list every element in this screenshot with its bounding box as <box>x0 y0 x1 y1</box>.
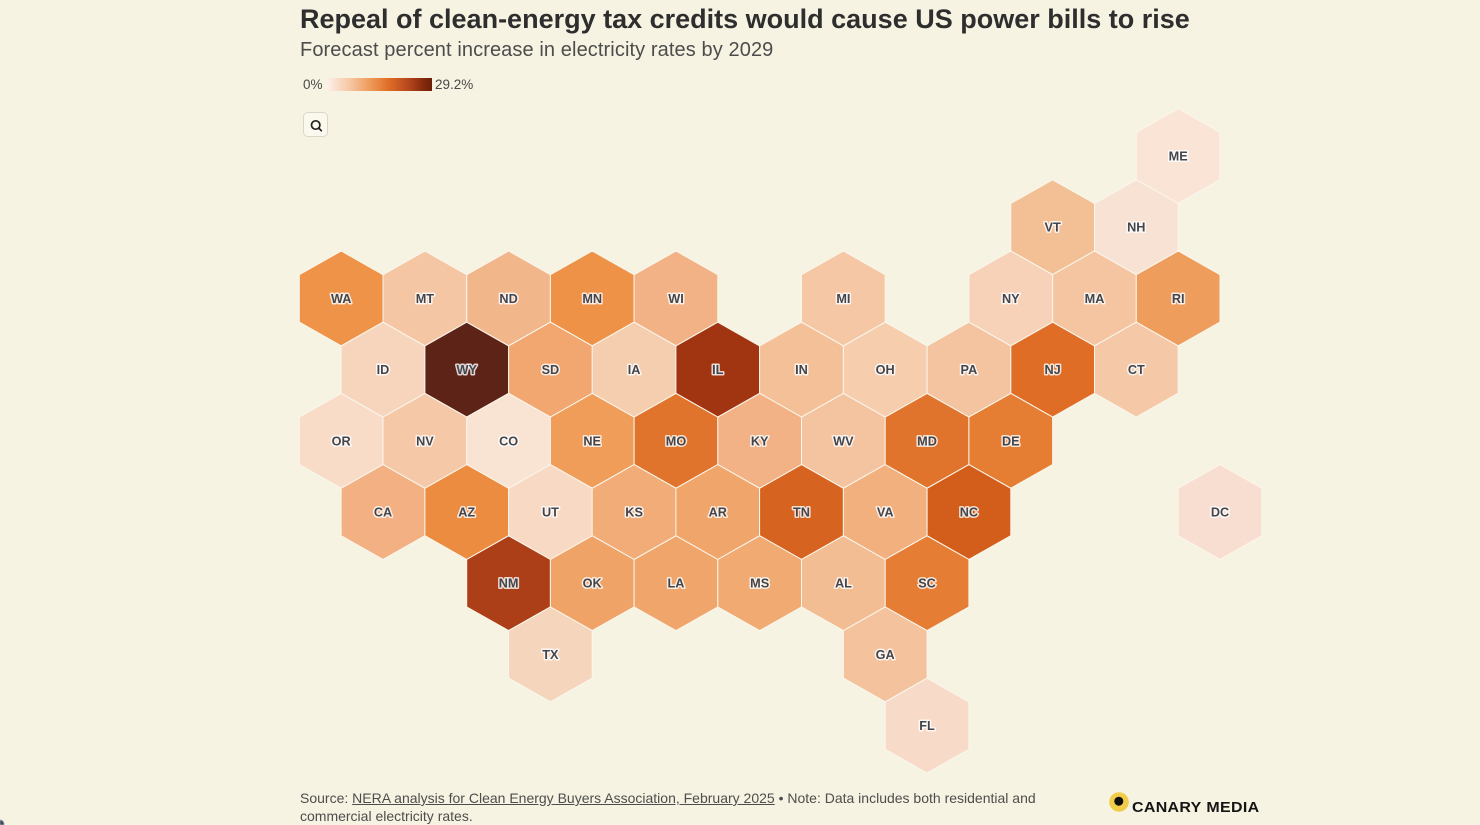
svg-text:AL: AL <box>835 577 852 591</box>
svg-text:KY: KY <box>751 434 769 448</box>
svg-text:FL: FL <box>919 719 935 733</box>
svg-text:VT: VT <box>1044 221 1060 235</box>
svg-text:PA: PA <box>961 363 978 377</box>
svg-text:NV: NV <box>416 434 434 448</box>
svg-text:MI: MI <box>836 292 850 306</box>
svg-text:CO: CO <box>499 434 518 448</box>
svg-text:TN: TN <box>793 506 810 520</box>
svg-text:NC: NC <box>960 506 978 520</box>
svg-text:NH: NH <box>1127 221 1145 235</box>
svg-text:SC: SC <box>918 577 936 591</box>
svg-text:NY: NY <box>1002 292 1020 306</box>
svg-text:MS: MS <box>750 577 769 591</box>
svg-text:OR: OR <box>332 434 351 448</box>
svg-text:MT: MT <box>416 292 435 306</box>
svg-text:CA: CA <box>374 506 392 520</box>
svg-text:IL: IL <box>712 363 724 377</box>
svg-text:TX: TX <box>542 648 559 662</box>
svg-text:GA: GA <box>876 648 895 662</box>
svg-text:ID: ID <box>377 363 390 377</box>
svg-text:IA: IA <box>628 363 641 377</box>
svg-text:NE: NE <box>583 434 601 448</box>
svg-text:IN: IN <box>795 363 808 377</box>
svg-text:DE: DE <box>1002 434 1020 448</box>
svg-text:SD: SD <box>542 363 560 377</box>
svg-text:UT: UT <box>542 506 559 520</box>
svg-text:CT: CT <box>1128 363 1145 377</box>
svg-text:WA: WA <box>331 292 351 306</box>
svg-text:MO: MO <box>666 434 687 448</box>
svg-text:MN: MN <box>582 292 602 306</box>
svg-text:DC: DC <box>1211 506 1229 520</box>
svg-text:KS: KS <box>625 506 643 520</box>
svg-text:AR: AR <box>709 506 727 520</box>
svg-text:ME: ME <box>1169 150 1188 164</box>
svg-text:NJ: NJ <box>1044 363 1060 377</box>
svg-text:WI: WI <box>668 292 684 306</box>
svg-text:VA: VA <box>877 506 894 520</box>
svg-text:NM: NM <box>499 577 519 591</box>
svg-text:WV: WV <box>833 434 854 448</box>
svg-text:RI: RI <box>1172 292 1185 306</box>
svg-text:WY: WY <box>456 363 477 377</box>
svg-text:ND: ND <box>499 292 517 306</box>
svg-text:MD: MD <box>917 434 937 448</box>
svg-text:OK: OK <box>583 577 603 591</box>
svg-text:LA: LA <box>668 577 685 591</box>
svg-text:OH: OH <box>876 363 895 377</box>
svg-text:MA: MA <box>1085 292 1105 306</box>
svg-text:AZ: AZ <box>458 506 475 520</box>
